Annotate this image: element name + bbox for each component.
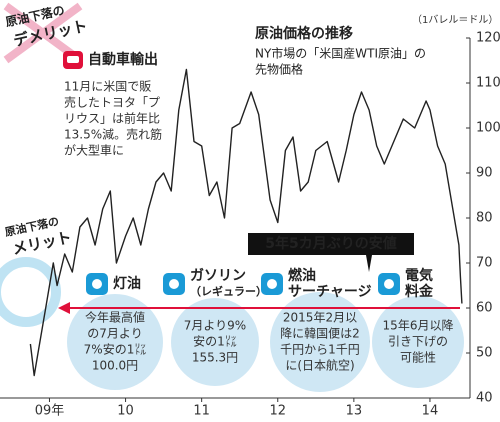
item-text: 2015年2月以 bbox=[283, 311, 357, 325]
unit-label: （1バレル＝ドル） bbox=[412, 14, 498, 26]
low-pointer bbox=[366, 255, 372, 272]
item-icon-mark bbox=[92, 279, 102, 289]
y-tick-label: 90 bbox=[476, 166, 493, 181]
demerit-text: 13.5%減。売れ筋 bbox=[64, 127, 162, 142]
item-text: 降に韓国便は2 bbox=[280, 327, 360, 341]
item-label: （レギュラー） bbox=[190, 284, 267, 298]
item-text: 可能性 bbox=[400, 351, 436, 365]
item-text: に(日本航空) bbox=[285, 358, 354, 373]
item-text: 155.3円 bbox=[192, 351, 238, 365]
decor bbox=[0, 2, 464, 392]
y-tick-label: 80 bbox=[476, 211, 493, 226]
item-text: 安の1㍑ bbox=[193, 334, 237, 349]
item-label: 灯油 bbox=[113, 275, 141, 292]
x-tick-label: 10 bbox=[117, 404, 134, 419]
item-text: 千円から1千円 bbox=[280, 343, 360, 357]
x-tick-label: 11 bbox=[193, 404, 210, 419]
low-box bbox=[248, 233, 414, 255]
demerit-text: 売したトヨタ「プ bbox=[64, 95, 160, 110]
item-label: 燃油 bbox=[288, 267, 316, 284]
chart-title: 原油価格の推移 bbox=[255, 25, 353, 42]
x-tick-label: 14 bbox=[422, 404, 439, 419]
item-text: 7月より9% bbox=[184, 319, 246, 333]
low-label: 5年5カ月ぶりの安値 bbox=[265, 235, 396, 252]
demerit-text: が大型車に bbox=[64, 143, 124, 158]
y-tick-label: 100 bbox=[476, 121, 500, 136]
x-tick-label: 13 bbox=[346, 404, 363, 419]
item-icon-mark bbox=[384, 279, 394, 289]
item-text: 引き下げの bbox=[388, 335, 448, 349]
arrow-head bbox=[58, 302, 70, 314]
item-text: の7月より bbox=[87, 327, 142, 341]
item-text: 15年6月以降 bbox=[383, 319, 454, 333]
demerit-text: 11月に米国で販 bbox=[64, 80, 151, 94]
item-icon-mark bbox=[267, 279, 277, 289]
price-line bbox=[29, 68, 463, 377]
item-label: サーチャージ bbox=[288, 284, 372, 300]
y-tick-label: 70 bbox=[476, 256, 493, 271]
y-tick-label: 120 bbox=[476, 31, 500, 46]
item-text: 100.0円 bbox=[92, 359, 138, 373]
item-icon-mark bbox=[169, 279, 179, 289]
item-label: ガソリン bbox=[190, 268, 246, 284]
y-tick-label: 60 bbox=[476, 301, 493, 316]
x-tick-label: 09年 bbox=[35, 404, 65, 419]
y-tick-label: 110 bbox=[476, 76, 500, 91]
subtitle: 先物価格 bbox=[255, 62, 303, 77]
demerit-topic: 自動車輸出 bbox=[88, 51, 158, 68]
item-text: 今年最高値 bbox=[85, 310, 145, 325]
item-text: 7%安の1㍑ bbox=[84, 342, 147, 357]
x-tick-label: 12 bbox=[269, 404, 286, 419]
item-label: 電気 bbox=[405, 267, 433, 284]
subtitle: NY市場の「米国産WTI原油」の bbox=[255, 46, 426, 61]
y-tick-label: 40 bbox=[476, 391, 493, 406]
demerit-text: リウス」は前年比 bbox=[64, 111, 160, 126]
item-label: 料金 bbox=[405, 283, 434, 300]
y-tick-label: 50 bbox=[476, 346, 493, 361]
